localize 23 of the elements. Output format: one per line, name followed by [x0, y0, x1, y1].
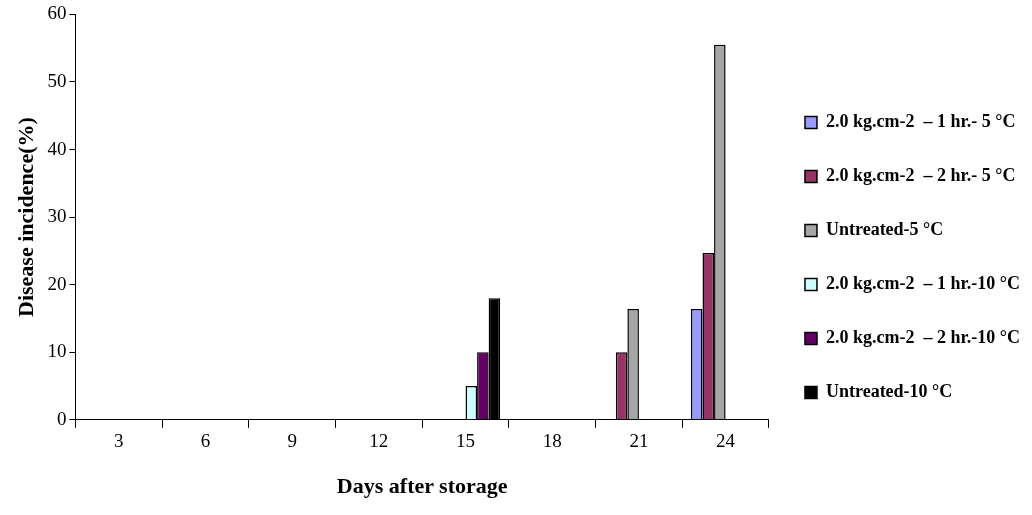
- y-tick-label: 20: [47, 272, 67, 294]
- y-axis-title: Disease incidence(%): [12, 117, 38, 317]
- y-tick-label: 10: [47, 340, 67, 362]
- x-tick-label: 6: [200, 430, 211, 452]
- legend-label: 2.0 kg.cm-2 – 2 hr.- 5 °C: [825, 165, 1016, 186]
- x-tick-label: 15: [456, 430, 476, 452]
- x-tick-label: 12: [369, 430, 389, 452]
- legend-label: 2.0 kg.cm-2 – 1 hr.- 5 °C: [825, 111, 1016, 132]
- y-tick-label: 50: [47, 69, 67, 91]
- y-tick-label: 60: [47, 2, 67, 24]
- legend-label: Untreated-10 °C: [825, 381, 953, 402]
- legend-label: 2.0 kg.cm-2 – 2 hr.-10 °C: [825, 327, 1020, 348]
- x-axis-title: Days after storage: [336, 473, 508, 499]
- x-tick-label: 3: [114, 430, 124, 452]
- x-tick-label: 18: [542, 430, 562, 452]
- x-tick-label: 24: [716, 430, 736, 452]
- legend-label: Untreated-5 °C: [825, 219, 944, 240]
- legend-label: 2.0 kg.cm-2 – 1 hr.-10 °C: [825, 273, 1020, 294]
- x-tick-label: 9: [287, 430, 297, 452]
- y-tick-label: 40: [47, 137, 67, 159]
- y-tick-label: 0: [56, 407, 67, 429]
- y-tick-label: 30: [47, 205, 67, 227]
- x-tick-label: 21: [629, 430, 649, 452]
